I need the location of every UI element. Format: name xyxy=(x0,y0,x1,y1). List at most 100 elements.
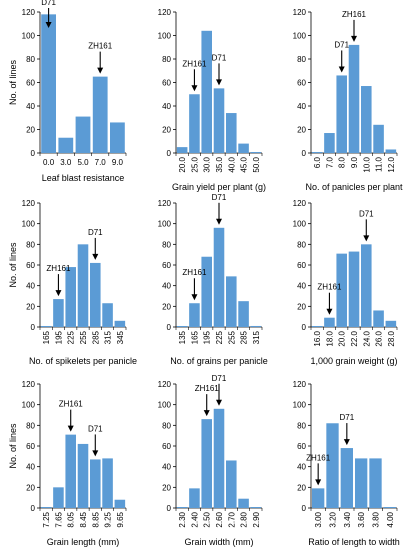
annotation-label: D71 xyxy=(212,374,227,383)
bar xyxy=(65,267,76,327)
y-tick-label: 60 xyxy=(297,261,306,270)
x-tick-label: 24.0 xyxy=(362,330,371,346)
y-tick-label: 60 xyxy=(297,442,306,451)
x-tick-label: 3.40 xyxy=(343,511,352,527)
bar xyxy=(213,88,225,153)
x-tick-label: 3.0 xyxy=(60,158,72,167)
bar xyxy=(311,152,323,153)
y-tick-label: 120 xyxy=(158,380,172,389)
bar xyxy=(355,458,368,508)
y-tick-label: 40 xyxy=(26,463,35,472)
bar xyxy=(114,320,126,327)
annotation-arrowhead xyxy=(97,67,104,74)
x-axis-label: Grain yield per plant (g) xyxy=(172,182,266,192)
bar xyxy=(189,94,200,153)
annotation-label: ZH161 xyxy=(342,10,367,19)
x-tick-label: 12.0 xyxy=(387,156,396,172)
y-tick-label: 80 xyxy=(297,421,306,430)
panel-7: 0 20 40 60 80 100 120 7.25 7.65 8.05 8.45 8.85 9.25 9… xyxy=(8,380,127,547)
x-tick-label: 7.25 xyxy=(42,511,51,527)
bar xyxy=(324,133,335,153)
y-tick-label: 20 xyxy=(297,126,306,135)
bar xyxy=(383,507,396,508)
x-tick-label: 2.40 xyxy=(190,511,199,527)
x-tick-label: 28.0 xyxy=(387,330,396,346)
annotation-arrowhead xyxy=(326,308,333,315)
y-tick-label: 120 xyxy=(22,380,36,389)
bar xyxy=(58,137,74,153)
bar xyxy=(348,44,360,153)
x-axis-label: No. of panicles per plant xyxy=(305,182,403,192)
x-tick-label: 255 xyxy=(227,330,236,344)
y-tick-label: 100 xyxy=(293,32,307,41)
x-axis-label: Grain width (mm) xyxy=(184,537,253,547)
x-tick-label: 8.05 xyxy=(67,511,76,527)
y-tick-label: 0 xyxy=(302,149,307,158)
x-axis-label: 1,000 grain weight (g) xyxy=(310,356,397,366)
bar xyxy=(176,147,188,153)
y-tick-label: 0 xyxy=(167,504,172,513)
bar xyxy=(226,460,237,508)
y-tick-label: 20 xyxy=(162,126,171,135)
bar xyxy=(189,303,200,327)
bar xyxy=(102,303,113,327)
y-tick-label: 100 xyxy=(22,32,36,41)
x-tick-label: 285 xyxy=(91,330,100,344)
y-axis-label: No. of lines xyxy=(8,59,18,105)
annotation-arrowhead xyxy=(315,479,322,486)
x-tick-label: 20.0 xyxy=(338,330,347,346)
y-tick-label: 100 xyxy=(158,401,172,410)
y-tick-label: 60 xyxy=(297,79,306,88)
y-tick-label: 40 xyxy=(162,102,171,111)
x-tick-label: 135 xyxy=(178,330,187,344)
x-tick-label: 0.0 xyxy=(43,158,55,167)
y-tick-label: 20 xyxy=(26,483,35,492)
y-tick-label: 20 xyxy=(26,126,35,135)
x-tick-label: 9.0 xyxy=(350,156,359,168)
annotation-label: ZH161 xyxy=(182,268,207,277)
annotation-label: ZH161 xyxy=(195,384,220,393)
annotation-arrowhead xyxy=(92,450,99,457)
x-tick-label: 165 xyxy=(190,330,199,344)
bar xyxy=(114,499,126,508)
annotation-arrowhead xyxy=(338,66,345,73)
y-tick-label: 20 xyxy=(26,302,35,311)
bar xyxy=(189,488,200,508)
y-tick-label: 0 xyxy=(31,504,36,513)
bar xyxy=(102,458,113,508)
x-tick-label: 45.0 xyxy=(240,156,249,172)
x-tick-label: 8.0 xyxy=(338,156,347,168)
x-tick-label: 2.90 xyxy=(252,511,261,527)
y-tick-label: 100 xyxy=(158,32,172,41)
x-tick-label: 165 xyxy=(42,330,51,344)
x-tick-label: 20.0 xyxy=(178,156,187,172)
annotation-arrowhead xyxy=(67,425,74,432)
bar xyxy=(250,507,262,508)
y-tick-label: 80 xyxy=(162,55,171,64)
x-tick-label: 3.20 xyxy=(329,511,338,527)
y-tick-label: 0 xyxy=(302,323,307,332)
y-tick-label: 40 xyxy=(162,282,171,291)
bar xyxy=(176,326,188,327)
bar xyxy=(213,408,225,508)
x-tick-label: 2.60 xyxy=(215,511,224,527)
x-tick-label: 26.0 xyxy=(375,330,384,346)
annotation-label: D71 xyxy=(212,53,227,62)
annotation-label: D71 xyxy=(88,424,103,433)
y-tick-label: 40 xyxy=(162,463,171,472)
panel-1: 0 20 40 60 80 100 120 0.0 3.0 5.0 7.0 9.0 Leaf blast… xyxy=(8,0,127,183)
y-tick-label: 120 xyxy=(293,199,307,208)
bar xyxy=(324,317,335,327)
bar xyxy=(361,244,372,327)
y-tick-label: 120 xyxy=(158,8,172,17)
x-tick-label: 11.0 xyxy=(375,156,384,172)
bar xyxy=(65,434,76,508)
annotation-arrowhead xyxy=(216,218,222,225)
bar xyxy=(336,253,347,327)
x-tick-label: 285 xyxy=(240,330,249,344)
x-tick-label: 30.0 xyxy=(203,156,212,172)
x-tick-label: 9.25 xyxy=(104,511,113,527)
y-tick-label: 0 xyxy=(167,323,172,332)
annotation-label: D71 xyxy=(359,209,374,218)
bar xyxy=(312,488,325,508)
